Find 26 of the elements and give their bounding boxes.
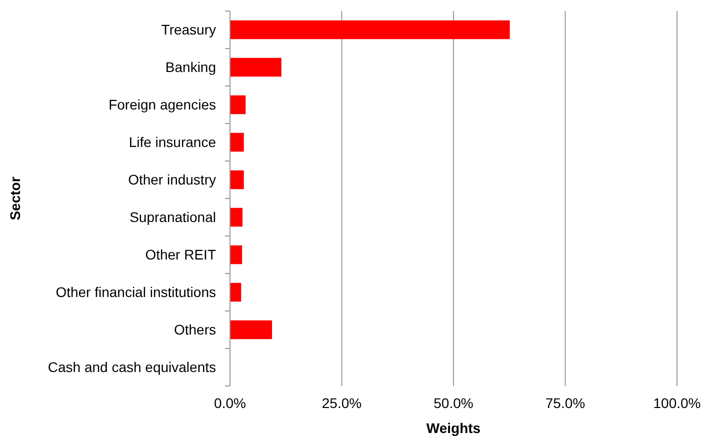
y-tick-label: Other industry xyxy=(128,172,216,188)
y-tick-label: Other REIT xyxy=(145,246,216,263)
y-tick-label: Other financial institutions xyxy=(56,284,216,300)
bar xyxy=(230,245,242,264)
bar xyxy=(230,95,246,114)
bar xyxy=(230,58,282,77)
bar xyxy=(230,170,244,190)
y-tick-label: Foreign agencies xyxy=(108,96,216,113)
y-tick-label: Cash and cash equivalents xyxy=(48,359,216,376)
bar xyxy=(230,282,242,302)
y-axis-title: Sector xyxy=(7,176,23,220)
x-tick-label: 0.0% xyxy=(214,395,246,411)
x-tick-label: 25.0% xyxy=(322,395,362,411)
y-tick-label: Treasury xyxy=(161,22,216,38)
bar xyxy=(230,20,510,40)
y-tick-label: Banking xyxy=(165,59,216,76)
x-tick-label: 100.0% xyxy=(653,395,701,411)
x-axis-title: Weights xyxy=(426,420,481,436)
bar xyxy=(230,320,272,340)
bar xyxy=(230,208,243,227)
x-tick-label: 50.0% xyxy=(434,395,474,411)
x-tick-label: 75.0% xyxy=(545,395,586,411)
bar xyxy=(230,132,244,152)
y-tick-label: Others xyxy=(174,322,216,338)
y-tick-label: Life insurance xyxy=(128,134,216,150)
y-tick-label: Supranational xyxy=(130,209,216,226)
